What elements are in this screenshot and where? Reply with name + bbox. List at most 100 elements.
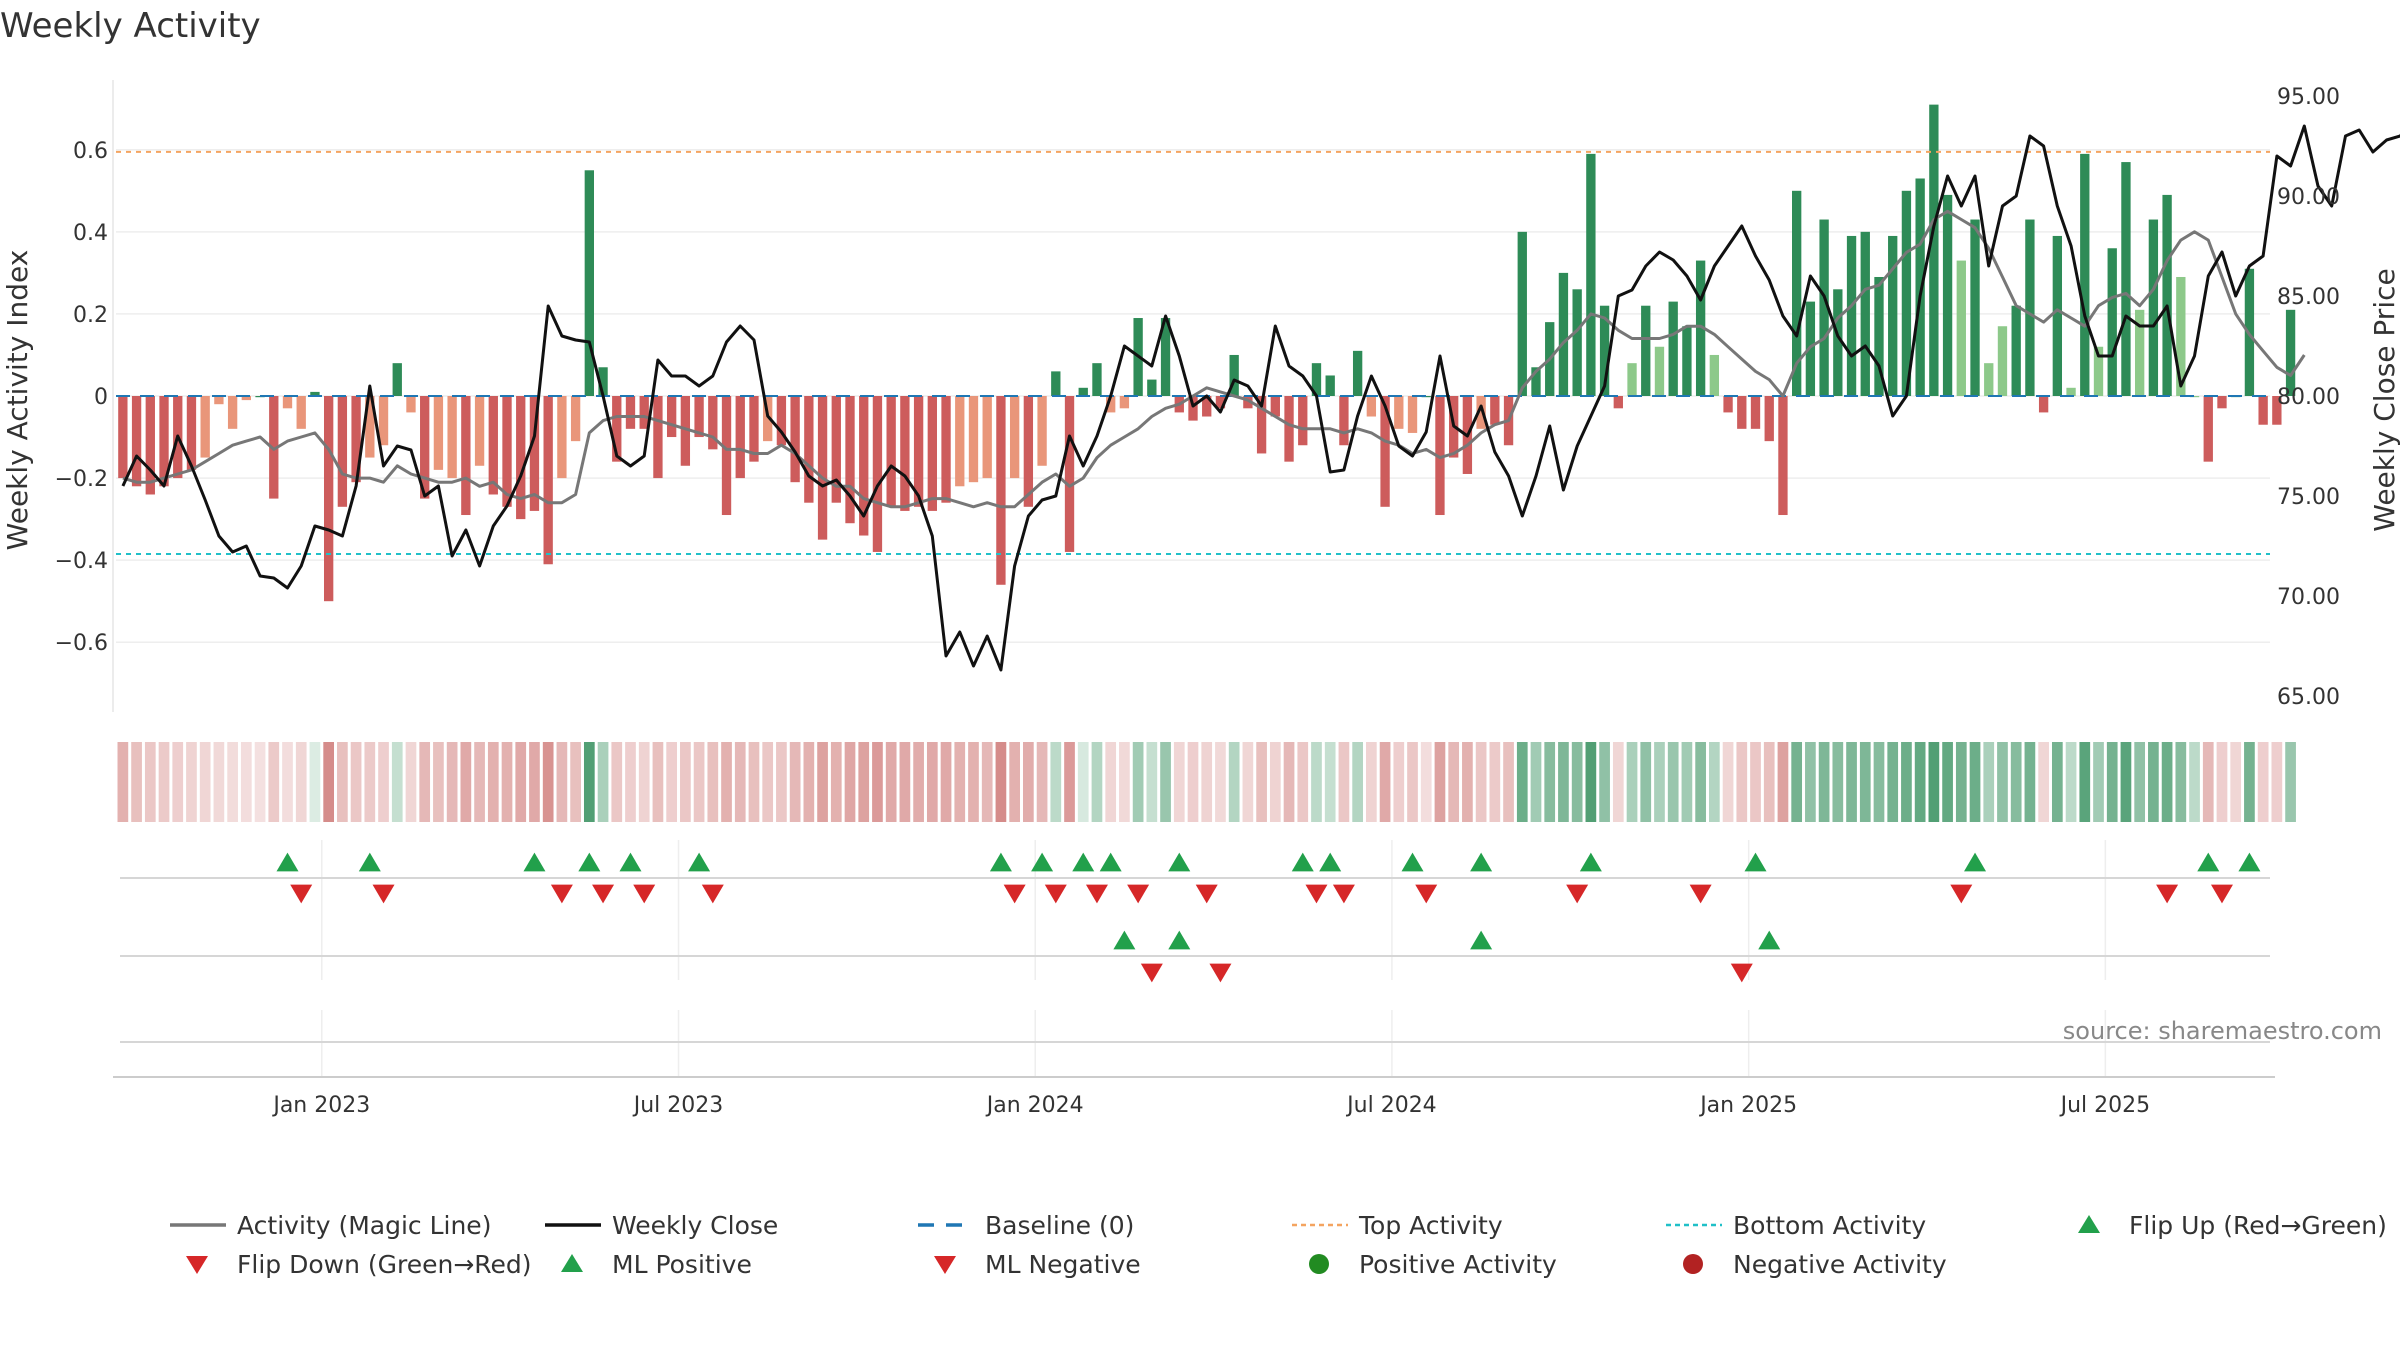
activity-bar xyxy=(1380,396,1390,507)
activity-bar xyxy=(584,170,594,396)
activity-bar xyxy=(365,396,375,458)
activity-bar xyxy=(1654,346,1665,396)
flip-down-marker xyxy=(1305,884,1328,904)
activity-bar xyxy=(1558,272,1569,396)
heat-cell xyxy=(254,742,266,822)
activity-bar xyxy=(1709,354,1720,396)
activity-bar xyxy=(2093,346,2104,396)
activity-bar xyxy=(1435,396,1445,516)
activity-bar xyxy=(680,396,691,466)
activity-bar xyxy=(1901,190,1912,396)
activity-bar xyxy=(1695,260,1706,396)
heat-cell xyxy=(1379,742,1391,822)
ml-negative-marker xyxy=(1209,963,1232,983)
activity-bar xyxy=(817,396,828,540)
flip-markers xyxy=(276,852,2261,983)
heat-cell xyxy=(803,742,815,822)
flip-down-marker xyxy=(1044,884,1067,904)
heat-cell xyxy=(2257,742,2269,822)
heat-cell xyxy=(364,742,376,822)
heat-cell xyxy=(981,742,993,822)
heat-cell xyxy=(2051,742,2063,822)
activity-bar xyxy=(845,396,855,524)
heat-cell xyxy=(1626,742,1638,822)
heat-cell xyxy=(926,742,938,822)
heat-cell xyxy=(1832,742,1844,822)
heat-cell xyxy=(899,742,911,822)
activity-bar xyxy=(570,396,581,442)
heat-cell xyxy=(1955,742,1967,822)
heat-cell xyxy=(2120,742,2132,822)
activity-bar xyxy=(1888,235,1898,396)
activity-bar xyxy=(1874,276,1884,396)
x-tick-label: Jan 2025 xyxy=(1698,1093,1797,1118)
heat-cell xyxy=(2216,742,2228,822)
heat-cell xyxy=(350,742,362,822)
activity-bar xyxy=(968,396,979,483)
x-tick-label: Jan 2024 xyxy=(985,1093,1084,1118)
activity-bar xyxy=(1723,396,1733,413)
ml-negative-marker xyxy=(1140,963,1163,983)
activity-bar xyxy=(2217,396,2227,409)
heat-cell xyxy=(940,742,952,822)
heat-cell xyxy=(1640,742,1652,822)
heat-cell xyxy=(1942,742,1953,822)
activity-bar xyxy=(2189,396,2200,398)
heat-cell xyxy=(2148,742,2159,822)
activity-bar xyxy=(337,396,348,507)
legend-label: Positive Activity xyxy=(1359,1250,1557,1279)
flip-up-marker xyxy=(2238,852,2261,872)
activity-bar xyxy=(1764,396,1774,442)
heat-cell xyxy=(1722,742,1734,822)
activity-bar xyxy=(708,396,718,450)
heat-cell xyxy=(1818,742,1830,822)
heat-cell xyxy=(1914,742,1926,822)
flip-down-marker xyxy=(1950,884,1973,904)
heat-cell xyxy=(583,742,595,822)
heat-cell xyxy=(1585,742,1597,822)
activity-bar xyxy=(406,396,416,413)
heat-cell xyxy=(1215,742,1226,822)
flip-up-marker xyxy=(523,852,546,872)
heat-cell xyxy=(913,742,924,822)
heat-cell xyxy=(789,742,801,822)
heat-cell xyxy=(474,742,485,822)
heat-cell xyxy=(830,742,842,822)
heat-cell xyxy=(1023,742,1034,822)
flip-up-marker xyxy=(1099,852,1122,872)
activity-bar xyxy=(1243,396,1253,409)
activity-bar xyxy=(1599,305,1610,396)
heat-cell xyxy=(1516,742,1528,822)
activity-bar xyxy=(1407,396,1418,433)
activity-bar xyxy=(1970,219,1980,396)
activity-bar xyxy=(1188,396,1198,421)
heat-cell xyxy=(1311,742,1322,822)
activity-bars xyxy=(118,104,2296,602)
heat-cell xyxy=(693,742,705,822)
heat-cell xyxy=(446,742,458,822)
activity-bar xyxy=(1517,231,1527,396)
activity-bar xyxy=(886,396,896,507)
heat-cell xyxy=(1352,742,1363,822)
heat-cell xyxy=(117,742,129,822)
heat-cell xyxy=(529,742,540,822)
heat-cell xyxy=(1654,742,1665,822)
heat-cell xyxy=(378,742,389,822)
flip-up-marker xyxy=(276,852,299,872)
heat-cell xyxy=(295,742,307,822)
heat-cell xyxy=(1612,742,1624,822)
legend-swatch xyxy=(186,1256,208,1274)
activity-bar xyxy=(1476,396,1486,429)
heat-cell xyxy=(1036,742,1048,822)
flip-down-marker xyxy=(1689,884,1712,904)
weekly-close-series xyxy=(121,124,2400,672)
activity-bar xyxy=(1051,371,1061,396)
x-tick-label: Jul 2023 xyxy=(632,1093,724,1118)
x-tick-label: Jan 2023 xyxy=(271,1093,370,1118)
heat-cell xyxy=(433,742,444,822)
activity-bar xyxy=(1641,305,1651,396)
heat-cell xyxy=(1777,742,1789,822)
heat-cell xyxy=(2175,742,2187,822)
activity-bar xyxy=(1394,396,1404,429)
heat-cell xyxy=(625,742,636,822)
